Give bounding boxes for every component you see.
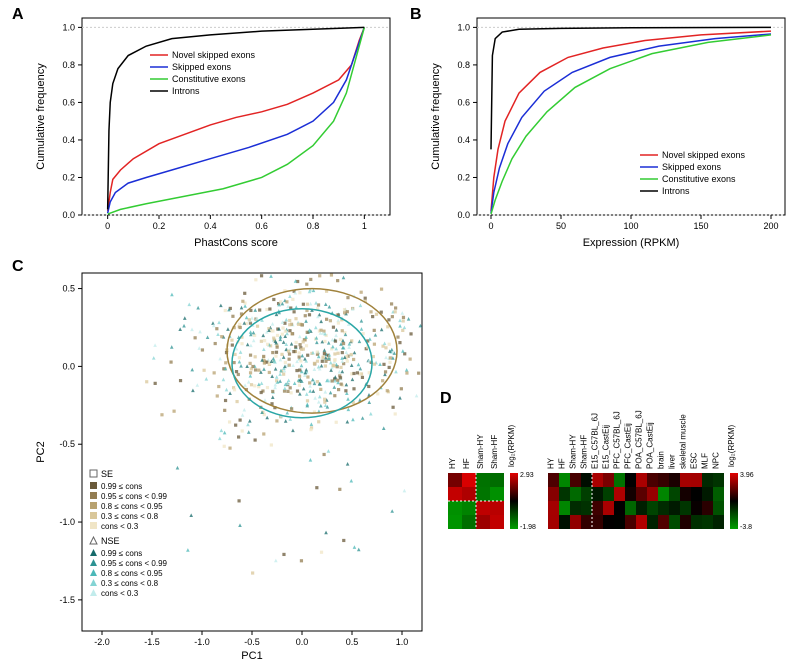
svg-text:0.99 ≤ cons: 0.99 ≤ cons <box>101 482 142 491</box>
svg-text:-1.0: -1.0 <box>59 517 75 527</box>
svg-text:0: 0 <box>488 221 493 231</box>
svg-text:-2.0: -2.0 <box>94 637 110 647</box>
panel-c-label: C <box>12 258 24 276</box>
svg-text:-1.5: -1.5 <box>59 595 75 605</box>
svg-text:-1.0: -1.0 <box>194 637 210 647</box>
svg-text:150: 150 <box>693 221 708 231</box>
svg-text:0.6: 0.6 <box>457 97 470 107</box>
panel-b-label: B <box>410 6 422 24</box>
svg-text:0.2: 0.2 <box>153 221 166 231</box>
svg-text:-0.5: -0.5 <box>244 637 260 647</box>
svg-text:0.2: 0.2 <box>457 172 470 182</box>
svg-text:NPC: NPC <box>712 452 721 469</box>
svg-text:0.6: 0.6 <box>255 221 268 231</box>
svg-text:0.8: 0.8 <box>307 221 320 231</box>
svg-text:0: 0 <box>105 221 110 231</box>
svg-text:-1.98: -1.98 <box>520 524 536 531</box>
svg-text:0.0: 0.0 <box>296 637 309 647</box>
svg-text:-1.5: -1.5 <box>144 637 160 647</box>
chart-c: -2.0 -1.5 -1.0 -0.5 0.0 0.5 1.0 -1.5 -1.0 -0.5 0.0… <box>30 268 430 663</box>
svg-text:0.3 ≤ cons < 0.8: 0.3 ≤ cons < 0.8 <box>101 579 159 588</box>
svg-text:1.0: 1.0 <box>396 637 409 647</box>
svg-text:Sham-HY: Sham-HY <box>569 434 578 469</box>
svg-text:0.0: 0.0 <box>62 210 75 220</box>
svg-text:0.4: 0.4 <box>457 135 470 145</box>
svg-text:0.4: 0.4 <box>62 135 75 145</box>
svg-text:Novel skipped exons: Novel skipped exons <box>172 50 256 60</box>
svg-text:HF: HF <box>558 458 567 469</box>
svg-text:0.99 ≤ cons: 0.99 ≤ cons <box>101 549 142 558</box>
chart-d: HYHFSham-HYSham-HF2.93-1.98log₂(RPKM)HYH… <box>440 395 800 595</box>
svg-text:PFC_C57BL_6J: PFC_C57BL_6J <box>613 411 622 469</box>
svg-text:Skipped exons: Skipped exons <box>662 162 722 172</box>
svg-text:Introns: Introns <box>172 86 200 96</box>
svg-text:Sham-HF: Sham-HF <box>490 435 499 469</box>
svg-text:Cumulative frequency: Cumulative frequency <box>430 63 442 170</box>
svg-text:E15_CastEij: E15_CastEij <box>602 425 611 469</box>
svg-text:0.95 ≤ cons < 0.99: 0.95 ≤ cons < 0.99 <box>101 559 168 568</box>
svg-text:Introns: Introns <box>662 186 690 196</box>
svg-text:brain: brain <box>657 451 666 469</box>
svg-text:MLF: MLF <box>701 453 710 469</box>
svg-text:200: 200 <box>763 221 778 231</box>
svg-text:skeletal muscle: skeletal muscle <box>679 414 688 469</box>
svg-text:0.8 ≤ cons < 0.95: 0.8 ≤ cons < 0.95 <box>101 502 163 511</box>
svg-text:1.0: 1.0 <box>62 22 75 32</box>
svg-text:0.8: 0.8 <box>62 60 75 70</box>
svg-text:Cumulative frequency: Cumulative frequency <box>35 63 47 170</box>
svg-text:0.6: 0.6 <box>62 97 75 107</box>
svg-text:Sham-HY: Sham-HY <box>476 434 485 469</box>
svg-text:3.96: 3.96 <box>740 472 754 479</box>
svg-text:Novel skipped exons: Novel skipped exons <box>662 150 746 160</box>
svg-text:0.5: 0.5 <box>346 637 359 647</box>
svg-text:HY: HY <box>547 457 556 469</box>
svg-text:-3.8: -3.8 <box>740 524 752 531</box>
svg-text:HY: HY <box>448 457 457 469</box>
svg-text:NSE: NSE <box>101 536 120 546</box>
svg-text:PhastCons score: PhastCons score <box>194 237 278 249</box>
svg-text:cons < 0.3: cons < 0.3 <box>101 522 139 531</box>
svg-text:0.95 ≤ cons < 0.99: 0.95 ≤ cons < 0.99 <box>101 492 168 501</box>
svg-text:POA_C57BL_6J: POA_C57BL_6J <box>635 410 644 469</box>
svg-text:Constitutive exons: Constitutive exons <box>172 74 246 84</box>
svg-text:0.4: 0.4 <box>204 221 217 231</box>
svg-text:Constitutive exons: Constitutive exons <box>662 174 736 184</box>
svg-text:PC1: PC1 <box>241 650 262 662</box>
svg-text:50: 50 <box>556 221 566 231</box>
svg-text:0.0: 0.0 <box>457 210 470 220</box>
svg-text:0.0: 0.0 <box>62 361 75 371</box>
svg-text:E15_C57BL_6J: E15_C57BL_6J <box>591 413 600 469</box>
svg-text:log₂(RPKM): log₂(RPKM) <box>507 424 516 467</box>
svg-text:1: 1 <box>362 221 367 231</box>
svg-text:2.93: 2.93 <box>520 472 534 479</box>
svg-text:cons < 0.3: cons < 0.3 <box>101 589 139 598</box>
svg-text:0.8 ≤ cons < 0.95: 0.8 ≤ cons < 0.95 <box>101 569 163 578</box>
svg-text:100: 100 <box>623 221 638 231</box>
chart-a: 0 0.2 0.4 0.6 0.8 1 0.0 0.2 0.4 0.6 0.8 1.0 PhastCon… <box>30 10 400 250</box>
svg-text:PFC_CastEij: PFC_CastEij <box>624 423 633 469</box>
chart-b: 0 50 100 150 200 0.0 0.2 0.4 0.6 0.8 1.0 Expression… <box>425 10 795 250</box>
svg-text:ESC: ESC <box>690 452 699 469</box>
svg-text:log₂(RPKM): log₂(RPKM) <box>727 424 736 467</box>
svg-text:-0.5: -0.5 <box>59 439 75 449</box>
svg-text:0.3 ≤ cons < 0.8: 0.3 ≤ cons < 0.8 <box>101 512 159 521</box>
svg-text:PC2: PC2 <box>35 441 47 462</box>
svg-text:0.2: 0.2 <box>62 172 75 182</box>
svg-text:Skipped exons: Skipped exons <box>172 62 232 72</box>
svg-text:POA_CastEij: POA_CastEij <box>646 422 655 469</box>
svg-text:SE: SE <box>101 469 113 479</box>
panel-a-label: A <box>12 6 24 24</box>
svg-text:1.0: 1.0 <box>457 22 470 32</box>
svg-text:liver: liver <box>668 454 677 469</box>
svg-text:0.8: 0.8 <box>457 60 470 70</box>
svg-text:0.5: 0.5 <box>62 284 75 294</box>
svg-text:Expression (RPKM): Expression (RPKM) <box>583 237 680 249</box>
svg-text:HF: HF <box>462 458 471 469</box>
svg-text:Sham-HF: Sham-HF <box>580 435 589 469</box>
